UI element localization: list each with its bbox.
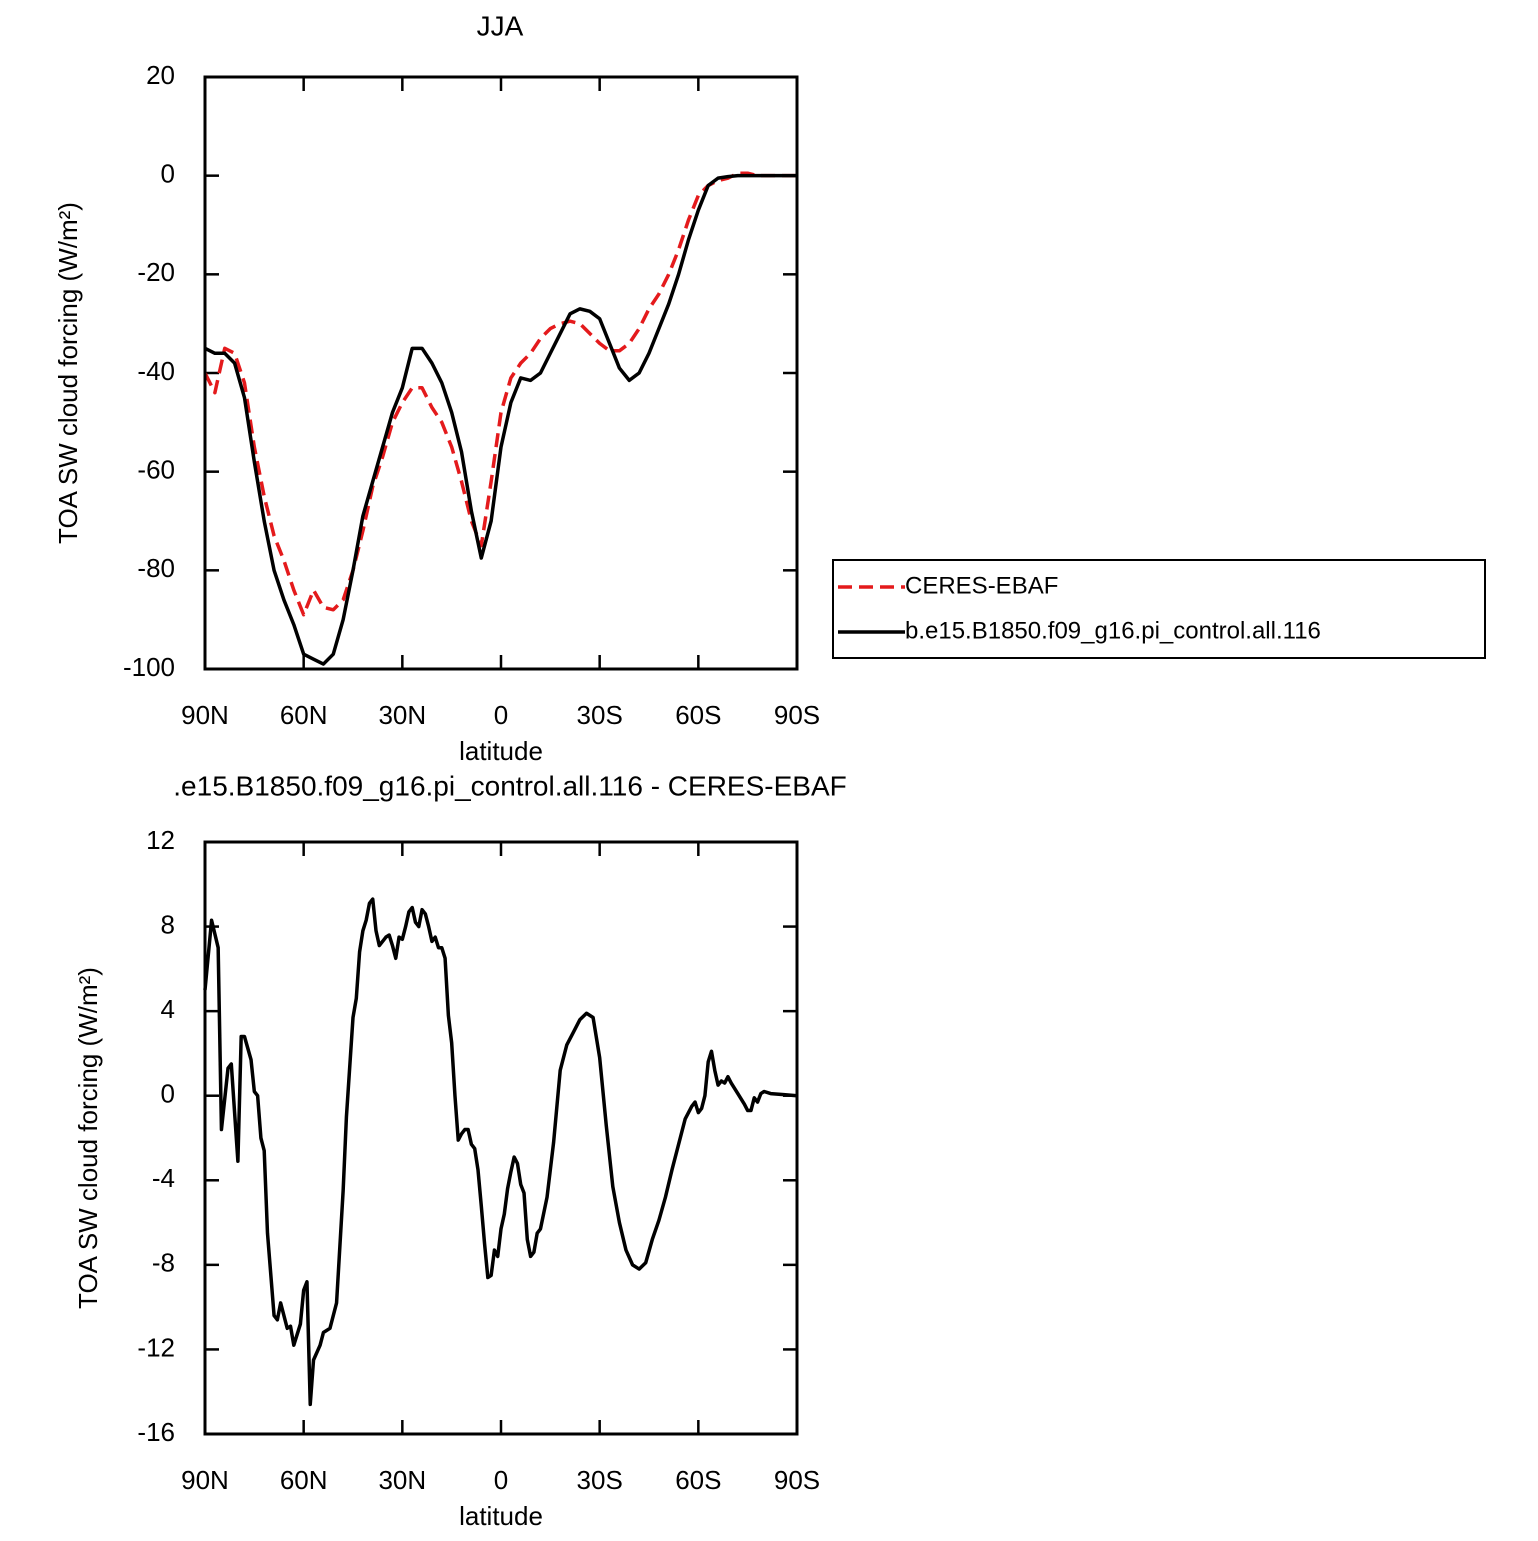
y-tick-label: -8 — [152, 1248, 175, 1278]
x-tick-label: 30S — [577, 1465, 623, 1495]
x-tick-label: 90N — [181, 1465, 229, 1495]
data-line — [203, 897, 798, 1407]
x-tick-label: 60S — [675, 1465, 721, 1495]
y-tick-label: 0 — [161, 1079, 175, 1109]
plot-frame — [203, 840, 799, 1436]
data-line — [203, 171, 797, 617]
y-tick-label: -16 — [137, 1417, 175, 1447]
chart-title: .e15.B1850.f09_g16.pi_control.all.116 - … — [173, 770, 846, 801]
y-tick-label: -60 — [137, 455, 175, 485]
x-tick-label: 90S — [774, 1465, 820, 1495]
legend-box — [832, 559, 1486, 659]
y-tick-label: -80 — [137, 553, 175, 583]
y-tick-label: 4 — [161, 994, 175, 1024]
y-tick-label: -12 — [137, 1332, 175, 1362]
x-tick-label: 30N — [378, 1465, 426, 1495]
y-tick-label: -4 — [152, 1163, 175, 1193]
x-tick-label: 60N — [280, 700, 328, 730]
y-axis-label: TOA SW cloud forcing (W/m²) — [53, 202, 83, 544]
y-axis-label: TOA SW cloud forcing (W/m²) — [73, 967, 103, 1309]
x-tick-label: 30N — [378, 700, 426, 730]
x-tick-label: 90N — [181, 700, 229, 730]
data-line — [204, 173, 797, 666]
x-tick-label: 90S — [774, 700, 820, 730]
x-tick-label: 30S — [577, 700, 623, 730]
chart-title: JJA — [477, 10, 524, 41]
legend-label: CERES-EBAF — [905, 572, 1058, 599]
x-tick-label: 60N — [280, 1465, 328, 1495]
x-tick-label: 0 — [494, 700, 508, 730]
y-tick-label: 0 — [161, 159, 175, 189]
y-tick-label: 8 — [161, 909, 175, 939]
legend-label: b.e15.B1850.f09_g16.pi_control.all.116 — [905, 617, 1321, 644]
x-axis-label: latitude — [459, 1501, 543, 1531]
x-tick-label: 0 — [494, 1465, 508, 1495]
y-tick-label: -100 — [123, 652, 175, 682]
x-axis-label: latitude — [459, 736, 543, 766]
plot-frame — [203, 75, 799, 671]
y-tick-label: 12 — [146, 825, 175, 855]
y-tick-label: -20 — [137, 257, 175, 287]
y-tick-label: -40 — [137, 356, 175, 386]
x-tick-label: 60S — [675, 700, 721, 730]
y-tick-label: 20 — [146, 60, 175, 90]
